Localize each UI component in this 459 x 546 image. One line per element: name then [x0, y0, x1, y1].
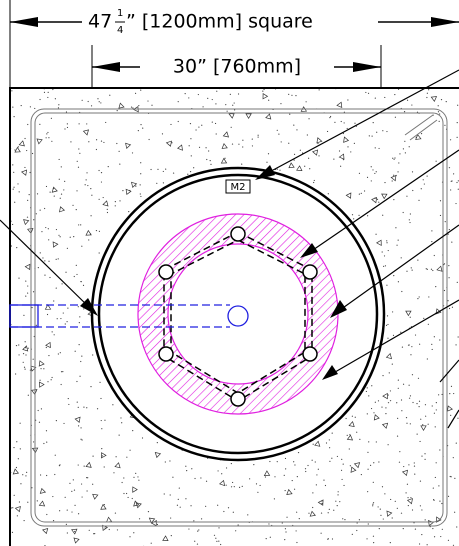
arrowhead [10, 17, 38, 27]
leaders [0, 69, 459, 429]
mark-label: M2 [231, 182, 246, 193]
leader-arrows [80, 165, 347, 380]
rebar-inner [34, 112, 444, 523]
anchor-bolts [158, 226, 318, 407]
mark-box [225, 179, 251, 194]
arrowhead [431, 17, 459, 27]
overall-rest: ” [1200mm] square [126, 11, 313, 33]
rebar-hook [404, 114, 438, 141]
inner-dimension: 30” [760mm] [173, 56, 301, 78]
overall-denominator: 4 [117, 25, 123, 36]
hatched-annulus [137, 213, 339, 415]
conduit [9, 304, 249, 328]
overall-whole: 47 [88, 11, 112, 33]
rebar-outer [30, 108, 448, 527]
arrowhead [353, 62, 381, 72]
arrowhead [92, 62, 120, 72]
overall-numerator: 1 [117, 8, 123, 19]
